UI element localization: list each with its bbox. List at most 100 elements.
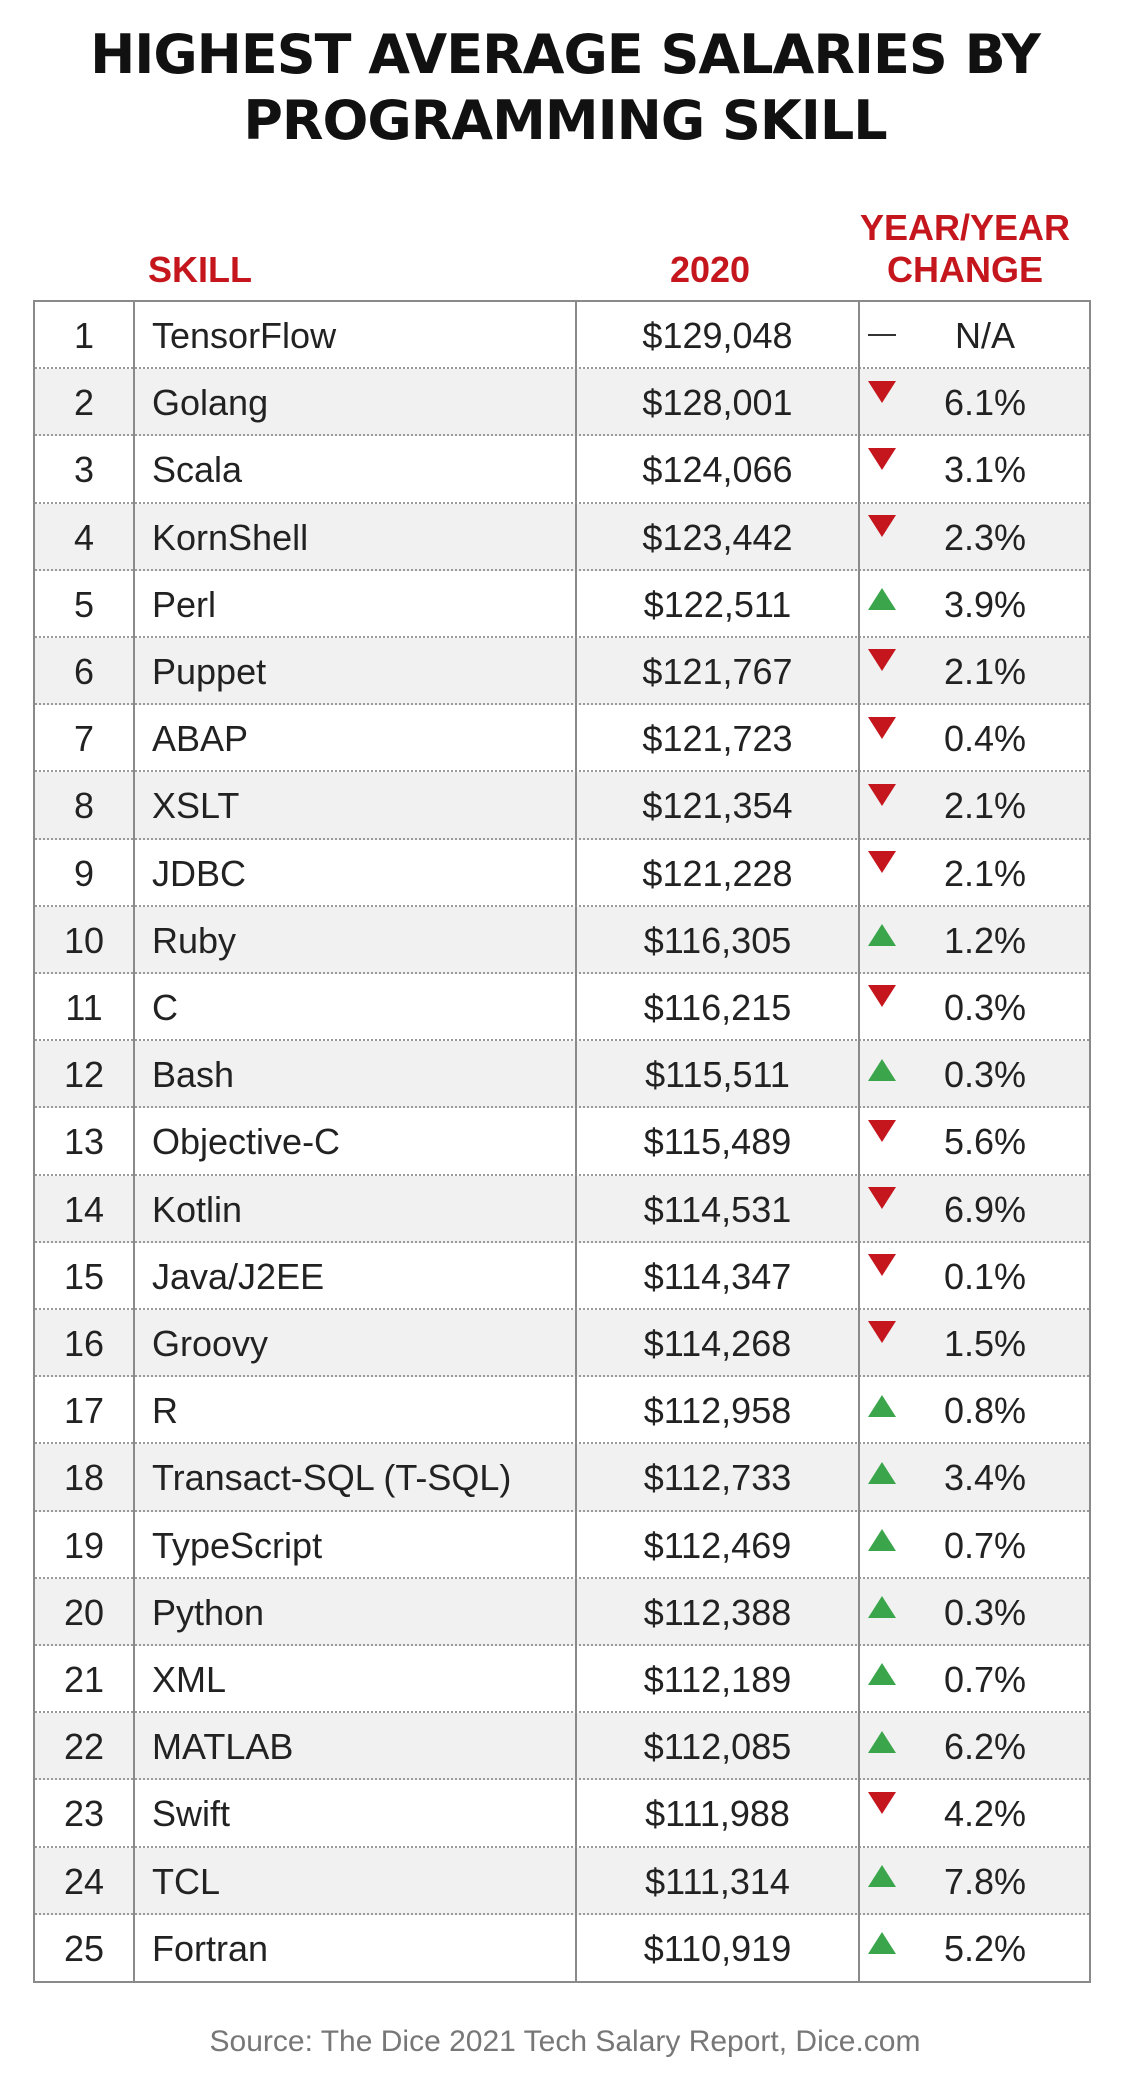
rank-cell: 22 (63, 1726, 105, 1768)
change-cell: 1.5% (943, 1323, 1027, 1364)
skill-cell: MATLAB (152, 1726, 294, 1768)
triangle-up-icon (868, 588, 896, 611)
salary-cell: $115,511 (645, 1054, 790, 1096)
table-row: 9 JDBC $121,228 2.1% (35, 840, 1089, 907)
triangle-down-icon (868, 1119, 896, 1142)
change-direction-cell (857, 1243, 907, 1310)
skill-cell: Python (152, 1591, 265, 1633)
triangle-up-icon (868, 1663, 896, 1686)
skill-cell: Kotlin (152, 1188, 243, 1230)
change-direction-cell (857, 1915, 907, 1982)
table-row: 14 Kotlin $114,531 6.9% (35, 1175, 1089, 1243)
skill-cell: TCL (152, 1860, 221, 1902)
title-line-1: HIGHEST AVERAGE SALARIES BY (90, 23, 1041, 86)
change-cell: 2.3% (943, 516, 1027, 558)
skill-cell: Java/J2EE (152, 1255, 325, 1297)
change-cell: 7.8% (943, 1860, 1027, 1902)
skill-cell: TensorFlow (152, 315, 337, 356)
table-row: 1 TensorFlow $129,048 N/A (35, 302, 1089, 370)
table-row: 10 Ruby $116,305 1.2% (35, 906, 1089, 974)
triangle-down-icon (868, 716, 896, 739)
salary-cell: $114,531 (643, 1188, 792, 1230)
skill-cell: Perl (152, 583, 217, 625)
rank-cell: 20 (63, 1591, 105, 1633)
change-cell: 4.2% (943, 1793, 1027, 1835)
change-cell: N/A (954, 315, 1015, 356)
change-direction-cell (857, 705, 907, 772)
skill-cell: Objective-C (152, 1121, 341, 1163)
salary-cell: $111,314 (645, 1860, 790, 1902)
table-row: 12 Bash $115,511 0.3% (35, 1041, 1089, 1109)
triangle-up-icon (868, 1529, 896, 1552)
header-2020: 2020 (669, 249, 751, 290)
triangle-up-icon (868, 1932, 896, 1955)
change-cell: 2.1% (943, 651, 1027, 692)
change-cell: 0.1% (943, 1255, 1027, 1297)
change-direction-cell (857, 571, 907, 638)
table-row: 19 TypeScript $112,469 0.7% (35, 1512, 1089, 1579)
change-cell: 0.3% (943, 987, 1027, 1028)
table-row: 21 XML $112,189 0.7% (35, 1646, 1089, 1714)
triangle-down-icon (868, 447, 896, 470)
change-direction-cell (857, 638, 907, 705)
salary-cell: $112,388 (643, 1591, 792, 1633)
skill-cell: XSLT (152, 785, 240, 827)
change-cell: 3.9% (943, 583, 1027, 625)
rank-cell: 17 (63, 1390, 105, 1432)
rank-cell: 12 (63, 1054, 105, 1096)
table-row: 8 XSLT $121,354 2.1% (35, 772, 1089, 840)
skill-cell: Groovy (152, 1323, 269, 1364)
rank-cell: 24 (63, 1860, 105, 1902)
salary-table: 1 TensorFlow $129,048 N/A 2 Golang $128,001 6.1… (33, 300, 1091, 1983)
triangle-down-icon (868, 380, 896, 403)
header-change-line-1: YEAR/YEAR (859, 207, 1071, 248)
salary-cell: $121,354 (642, 785, 793, 827)
change-direction-cell (857, 1444, 907, 1511)
rank-cell: 10 (63, 919, 105, 961)
skill-cell: Bash (152, 1054, 235, 1096)
title-line-2: PROGRAMMING SKILL (243, 89, 887, 152)
change-cell: 1.2% (943, 919, 1027, 961)
column-divider (858, 302, 860, 1981)
triangle-up-icon (868, 924, 896, 947)
salary-cell: $111,988 (645, 1793, 790, 1835)
change-cell: 6.9% (943, 1188, 1027, 1230)
salary-cell: $112,958 (643, 1390, 792, 1432)
change-direction-cell (857, 1310, 907, 1377)
table-row: 20 Python $112,388 0.3% (35, 1578, 1089, 1646)
triangle-down-icon (868, 1187, 896, 1210)
table-row: 3 Scala $124,066 3.1% (35, 436, 1089, 504)
change-cell: 0.3% (943, 1054, 1027, 1096)
rank-cell: 4 (73, 516, 95, 558)
change-cell: 2.1% (943, 852, 1027, 894)
table-row: 5 Perl $122,511 3.9% (35, 571, 1089, 638)
table-row: 24 TCL $111,314 7.8% (35, 1847, 1089, 1915)
salary-cell: $128,001 (642, 382, 793, 424)
triangle-up-icon (868, 1058, 896, 1081)
skill-cell: TypeScript (152, 1524, 323, 1566)
skill-cell: Scala (152, 449, 243, 491)
salary-cell: $112,189 (643, 1659, 792, 1700)
triangle-up-icon (868, 1596, 896, 1619)
source-note: Source: The Dice 2021 Tech Salary Report… (209, 2025, 921, 2058)
salary-cell: $121,228 (642, 852, 793, 894)
change-direction-cell (857, 1041, 907, 1108)
triangle-down-icon (868, 783, 896, 806)
change-cell: 0.3% (943, 1591, 1027, 1633)
header-skill: SKILL (148, 249, 252, 290)
table-row: 16 Groovy $114,268 1.5% (35, 1310, 1089, 1378)
column-divider (575, 302, 577, 1981)
skill-cell: R (152, 1390, 178, 1432)
change-direction-cell (857, 1512, 907, 1579)
triangle-up-icon (868, 1865, 896, 1888)
salary-cell: $114,268 (643, 1323, 792, 1364)
rank-cell: 21 (63, 1659, 105, 1700)
skill-cell: Swift (152, 1793, 231, 1835)
change-cell: 0.7% (943, 1659, 1027, 1700)
change-cell: 0.7% (943, 1524, 1027, 1566)
salary-cell: $116,305 (643, 919, 792, 961)
change-cell: 6.2% (943, 1726, 1027, 1768)
rank-cell: 5 (73, 583, 95, 625)
rank-cell: 18 (63, 1457, 105, 1499)
skill-cell: XML (152, 1659, 227, 1700)
